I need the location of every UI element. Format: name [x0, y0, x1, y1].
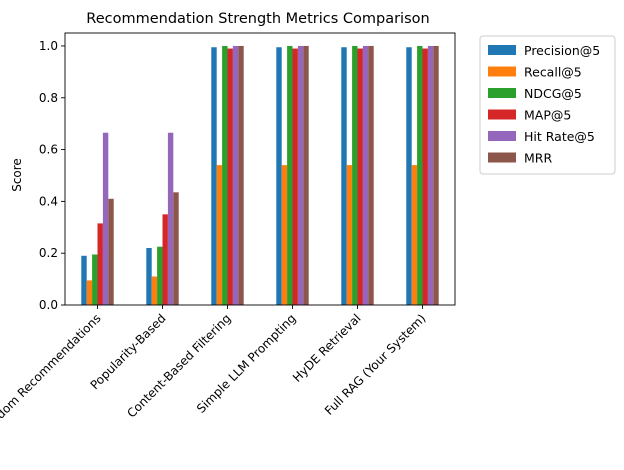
bar-precision-5-2 — [211, 47, 217, 305]
legend-swatch — [488, 131, 516, 141]
legend-swatch — [488, 88, 516, 98]
bar-ndcg-5-4 — [352, 45, 358, 305]
bar-mrr-0 — [108, 198, 114, 305]
y-tick-label: 0.8 — [39, 91, 58, 105]
y-tick-label: 1.0 — [39, 39, 58, 53]
bar-recall-5-3 — [281, 165, 288, 305]
x-tick-label: HyDE Retrieval — [290, 311, 364, 385]
bar-ndcg-5-2 — [222, 45, 228, 305]
legend-label: MAP@5 — [524, 108, 571, 123]
y-tick-label: 0.6 — [39, 143, 58, 157]
bar-ndcg-5-5 — [417, 45, 423, 305]
bar-recall-5-4 — [346, 165, 353, 305]
bar-hit-rate-5-4 — [362, 45, 369, 305]
bar-recall-5-2 — [216, 165, 223, 305]
bar-precision-5-4 — [341, 47, 347, 305]
y-tick-label: 0.0 — [39, 298, 58, 312]
bars-group — [81, 45, 439, 306]
bar-map-5-5 — [422, 48, 428, 306]
bar-precision-5-1 — [146, 248, 152, 305]
bar-mrr-2 — [238, 45, 244, 305]
y-tick-label: 0.2 — [39, 246, 58, 260]
x-axis: Random RecommendationsPopularity-BasedCo… — [0, 305, 429, 438]
bar-recall-5-5 — [411, 165, 418, 305]
bar-recall-5-1 — [151, 276, 158, 305]
y-axis: 0.0 0.2 0.4 0.6 0.8 1.0 — [39, 39, 65, 312]
bar-map-5-0 — [97, 223, 103, 305]
chart-title: Recommendation Strength Metrics Comparis… — [86, 11, 429, 27]
bar-ndcg-5-0 — [92, 254, 98, 305]
bar-hit-rate-5-1 — [167, 132, 174, 305]
bar-map-5-1 — [162, 214, 168, 305]
bar-ndcg-5-3 — [287, 45, 293, 305]
legend-label: Recall@5 — [524, 65, 582, 80]
bar-ndcg-5-1 — [157, 246, 163, 305]
x-tick-label: Content-Based Filtering — [124, 311, 233, 420]
legend-label: NDCG@5 — [524, 86, 582, 101]
bar-precision-5-0 — [81, 255, 87, 305]
legend-swatch — [488, 152, 516, 163]
bar-hit-rate-5-3 — [297, 45, 304, 305]
bar-mrr-3 — [303, 45, 309, 305]
x-tick-label: Random Recommendations — [0, 311, 104, 438]
legend-label: MRR — [524, 151, 552, 166]
bar-precision-5-3 — [276, 47, 282, 305]
bar-hit-rate-5-2 — [232, 45, 239, 305]
bar-mrr-4 — [368, 45, 374, 305]
y-axis-label: Score — [10, 158, 24, 192]
bar-map-5-2 — [227, 48, 233, 306]
bar-hit-rate-5-0 — [102, 132, 109, 305]
plot-frame — [64, 32, 456, 306]
legend: Precision@5 Recall@5 NDCG@5 MAP@5 Hit Rate@5… — [479, 35, 616, 175]
bar-recall-5-0 — [86, 280, 93, 305]
bar-map-5-3 — [292, 48, 298, 306]
bar-precision-5-5 — [406, 47, 412, 305]
legend-swatch — [488, 45, 516, 55]
legend-label: Hit Rate@5 — [524, 129, 595, 144]
bar-map-5-4 — [357, 48, 363, 306]
bar-hit-rate-5-5 — [427, 45, 434, 305]
y-tick-label: 0.4 — [39, 194, 58, 208]
legend-swatch — [488, 66, 516, 77]
bar-mrr-1 — [173, 192, 179, 305]
legend-label: Precision@5 — [524, 43, 600, 58]
bar-mrr-5 — [433, 45, 439, 305]
legend-swatch — [488, 109, 516, 120]
